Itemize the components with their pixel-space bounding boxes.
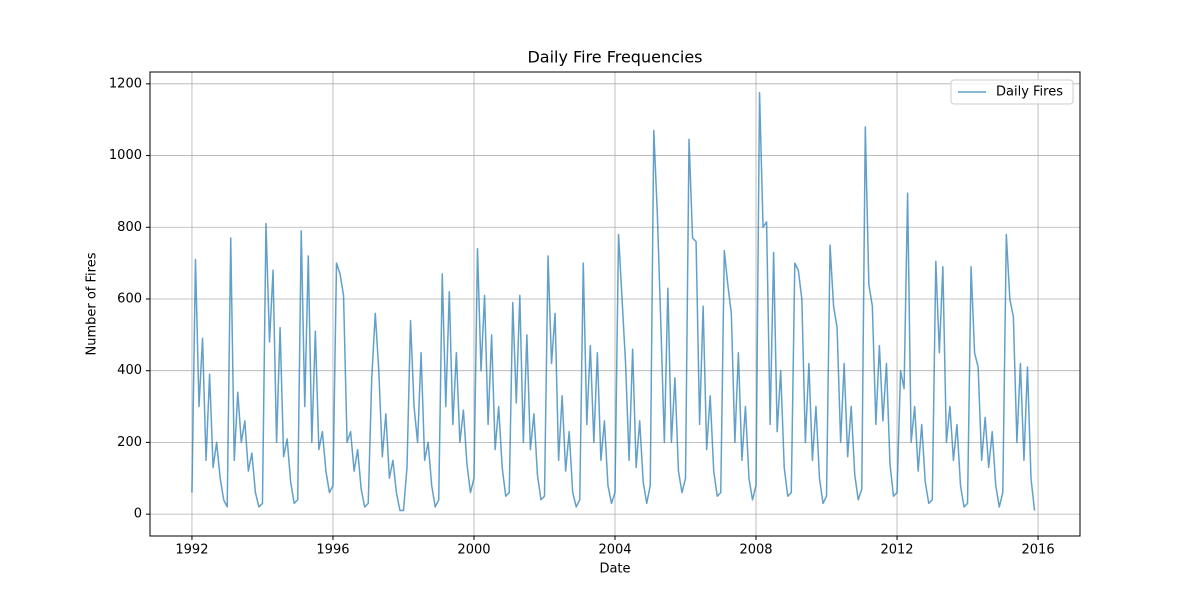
y-tick-label: 200 xyxy=(117,435,142,450)
y-tick-label: 0 xyxy=(134,507,142,522)
y-tick-label: 1200 xyxy=(109,76,142,91)
y-tick-label: 600 xyxy=(117,291,142,306)
x-tick-label: 2012 xyxy=(880,543,913,558)
x-tick-label: 1992 xyxy=(175,543,208,558)
y-tick-label: 1000 xyxy=(109,148,142,163)
legend: Daily Fires xyxy=(950,79,1074,105)
legend-box xyxy=(950,79,1074,105)
grid xyxy=(150,72,1080,536)
x-tick-label: 2008 xyxy=(739,543,772,558)
plot xyxy=(191,92,1036,512)
y-tick-label: 800 xyxy=(117,220,142,235)
x-tick-label: 2004 xyxy=(598,543,631,558)
y-tick-label: 400 xyxy=(117,363,142,378)
y-axis-label: Number of Fires xyxy=(85,252,100,355)
x-tick-label: 2016 xyxy=(1022,543,1055,558)
legend-label: Daily Fires xyxy=(996,85,1063,100)
x-axis-label: Date xyxy=(599,562,630,577)
x-tick-label: 1996 xyxy=(316,543,349,558)
chart-title: Daily Fire Frequencies xyxy=(527,48,702,67)
x-tick-label: 2000 xyxy=(457,543,490,558)
data-line xyxy=(191,92,1036,512)
